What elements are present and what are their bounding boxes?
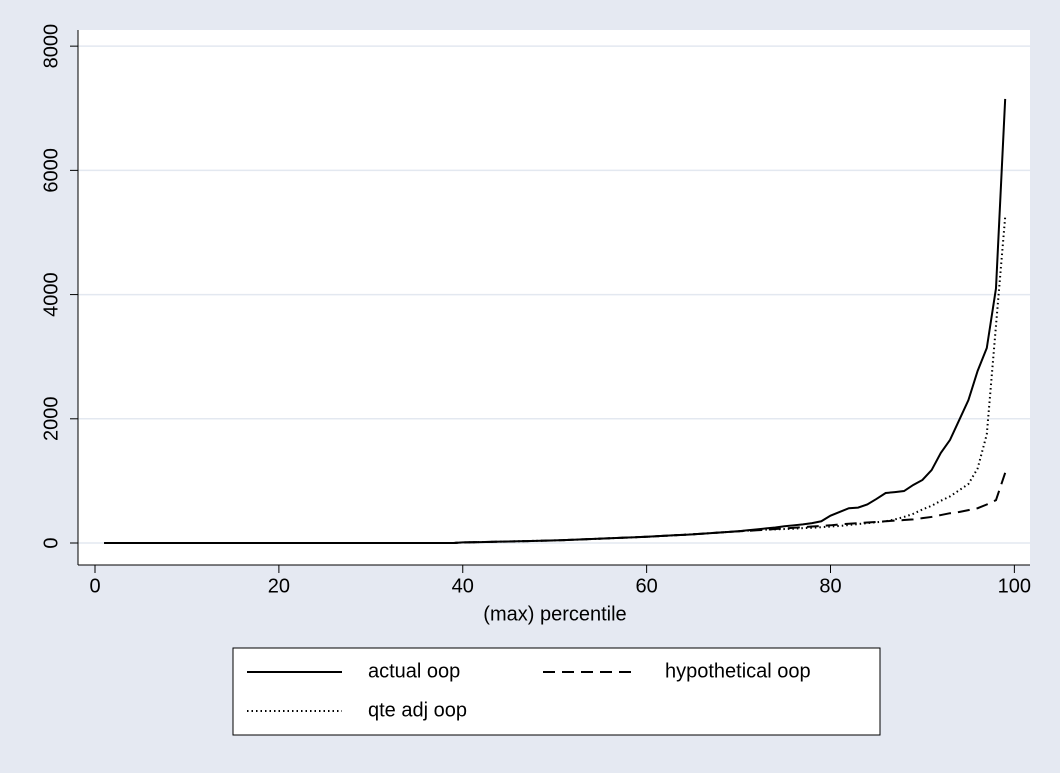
x-tick-label: 80 bbox=[819, 575, 841, 597]
x-tick-label: 20 bbox=[268, 575, 290, 597]
legend-label: qte adj oop bbox=[368, 699, 467, 721]
legend-label: hypothetical oop bbox=[665, 660, 811, 682]
x-tick-label: 0 bbox=[89, 575, 100, 597]
x-tick-label: 40 bbox=[452, 575, 474, 597]
x-tick-label: 60 bbox=[636, 575, 658, 597]
y-tick-label: 8000 bbox=[40, 24, 62, 69]
line-series bbox=[104, 472, 1007, 545]
legend bbox=[232, 647, 881, 736]
x-tick-label: 100 bbox=[998, 575, 1031, 597]
y-tick-label: 6000 bbox=[40, 148, 62, 193]
plot-area bbox=[78, 30, 1030, 565]
y-tick-label: 2000 bbox=[40, 397, 62, 442]
y-tick-label: 0 bbox=[40, 537, 62, 548]
y-tick-label: 4000 bbox=[40, 272, 62, 317]
legend-label: actual oop bbox=[368, 660, 460, 682]
line-series bbox=[104, 216, 1007, 545]
x-axis-title: (max) percentile bbox=[483, 603, 626, 625]
